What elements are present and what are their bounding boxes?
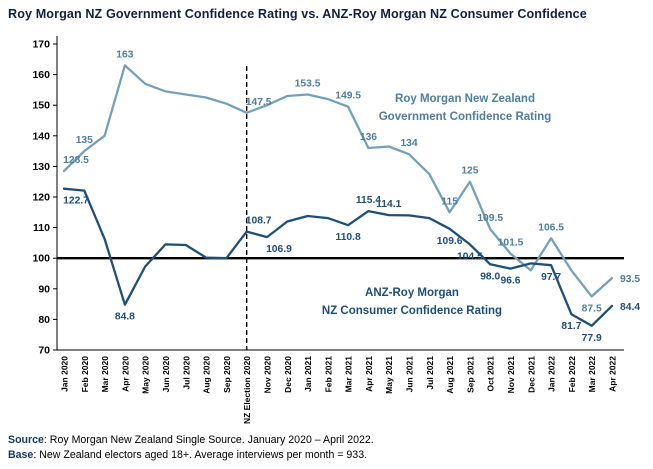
data-label: 106.9 [266, 244, 292, 255]
y-tick-label: 90 [38, 283, 50, 295]
data-label: 96.6 [500, 276, 520, 287]
base-label: Base [8, 449, 34, 462]
data-label: 87.5 [582, 303, 602, 314]
data-label: 114.1 [376, 199, 401, 210]
y-tick-label: 100 [32, 253, 50, 265]
x-tick-label: May 2020 [141, 356, 151, 394]
x-tick-label: Apr 2021 [364, 356, 374, 392]
x-tick-label: Jan 2022 [547, 356, 557, 392]
y-tick-label: 160 [32, 69, 50, 81]
data-label: 163 [116, 49, 133, 60]
series-annotation-1: NZ Consumer Confidence Rating [322, 305, 502, 317]
series-line-0 [62, 64, 614, 298]
series-annotation-0: Roy Morgan New Zealand [395, 93, 535, 105]
x-tick-label: May 2021 [384, 356, 394, 394]
x-tick-label: Apr 2022 [608, 356, 618, 392]
data-label: 84.4 [620, 302, 640, 313]
data-label: 77.9 [582, 333, 602, 344]
y-tick-label: 130 [32, 161, 50, 173]
x-tick-label: Oct 2021 [486, 356, 496, 392]
data-label: 81.7 [561, 321, 581, 332]
x-tick-label: Aug 2020 [202, 356, 212, 394]
source-text: : Roy Morgan New Zealand Single Source. … [43, 434, 374, 446]
data-label: 147.5 [246, 97, 272, 108]
x-tick-label: Feb 2022 [567, 356, 577, 393]
source-line: Source: Roy Morgan New Zealand Single So… [8, 433, 374, 448]
y-tick-label: 120 [32, 192, 50, 204]
data-label: 84.8 [115, 312, 135, 323]
confidence-chart: 70 80 90 100 110 120 130 140 150 160 170 Jan 2020 Fe… [32, 36, 640, 424]
data-label: 115.4 [356, 195, 381, 206]
data-label: 115 [441, 196, 458, 207]
x-tick-label-election: NZ Election 2020 [242, 356, 252, 424]
y-tick-label: 170 [32, 39, 50, 51]
data-label: 136 [360, 132, 377, 143]
footnote: Source: Roy Morgan New Zealand Single So… [8, 433, 374, 464]
data-label: 93.5 [620, 274, 640, 285]
series-annotation-0: Government Confidence Rating [379, 111, 552, 123]
data-label: 134 [400, 138, 417, 149]
data-label: 110.8 [336, 232, 361, 243]
source-label: Source [8, 434, 44, 446]
data-label: 135 [76, 135, 93, 146]
data-label: 122.7 [63, 196, 89, 207]
x-tick-label: Mar 2022 [587, 356, 597, 393]
data-label: 97.7 [541, 272, 561, 283]
data-label: 153.5 [295, 78, 321, 89]
data-label: 109.5 [477, 213, 503, 224]
x-tick-label: Sep 2021 [465, 356, 475, 393]
x-tick-label: Dec 2020 [283, 356, 293, 393]
data-label: 104.5 [457, 251, 483, 262]
x-tick-label: Aug 2021 [445, 356, 455, 394]
y-tick-label: 80 [38, 314, 50, 326]
data-label: 149.5 [335, 91, 361, 102]
x-tick-label: Feb 2020 [80, 356, 90, 393]
data-label: 108.7 [246, 216, 272, 227]
series-line-1 [62, 187, 614, 327]
series-annotation-1: ANZ-Roy Morgan [365, 287, 459, 299]
x-tick-label: Nov 2020 [262, 356, 272, 394]
y-tick-label: 70 [38, 345, 50, 357]
y-tick-label: 110 [33, 222, 50, 234]
x-tick-label: Jan 2020 [60, 356, 70, 392]
x-tick-label: Jun 2020 [161, 356, 171, 393]
y-tick-label: 140 [32, 130, 50, 142]
data-label: 98.0 [480, 271, 500, 282]
data-label: 109.6 [437, 236, 463, 247]
x-tick-label: Feb 2021 [323, 356, 333, 393]
data-label: 106.5 [538, 222, 564, 233]
base-line: Base: New Zealand electors aged 18+. Ave… [8, 448, 374, 463]
x-tick-label: Sep 2020 [222, 356, 232, 393]
chart-title: Roy Morgan NZ Government Confidence Rati… [8, 7, 587, 21]
y-tick-label: 150 [32, 100, 50, 112]
x-tick-label: Jul 2021 [425, 356, 435, 390]
data-label: 101.5 [498, 238, 524, 249]
data-label: 128.5 [63, 155, 89, 166]
x-tick-label: Nov 2021 [506, 356, 516, 394]
data-label: 125 [461, 166, 478, 177]
x-tick-label: Mar 2020 [100, 356, 110, 393]
x-tick-label: Mar 2021 [344, 356, 354, 393]
x-tick-label: Jul 2020 [181, 356, 191, 390]
x-tick-label: Apr 2020 [120, 356, 130, 392]
x-tick-label: Dec 2021 [526, 356, 536, 393]
base-text: : New Zealand electors aged 18+. Average… [33, 449, 368, 462]
x-tick-label: Jan 2021 [303, 356, 313, 392]
x-tick-label: Jun 2021 [405, 356, 415, 393]
